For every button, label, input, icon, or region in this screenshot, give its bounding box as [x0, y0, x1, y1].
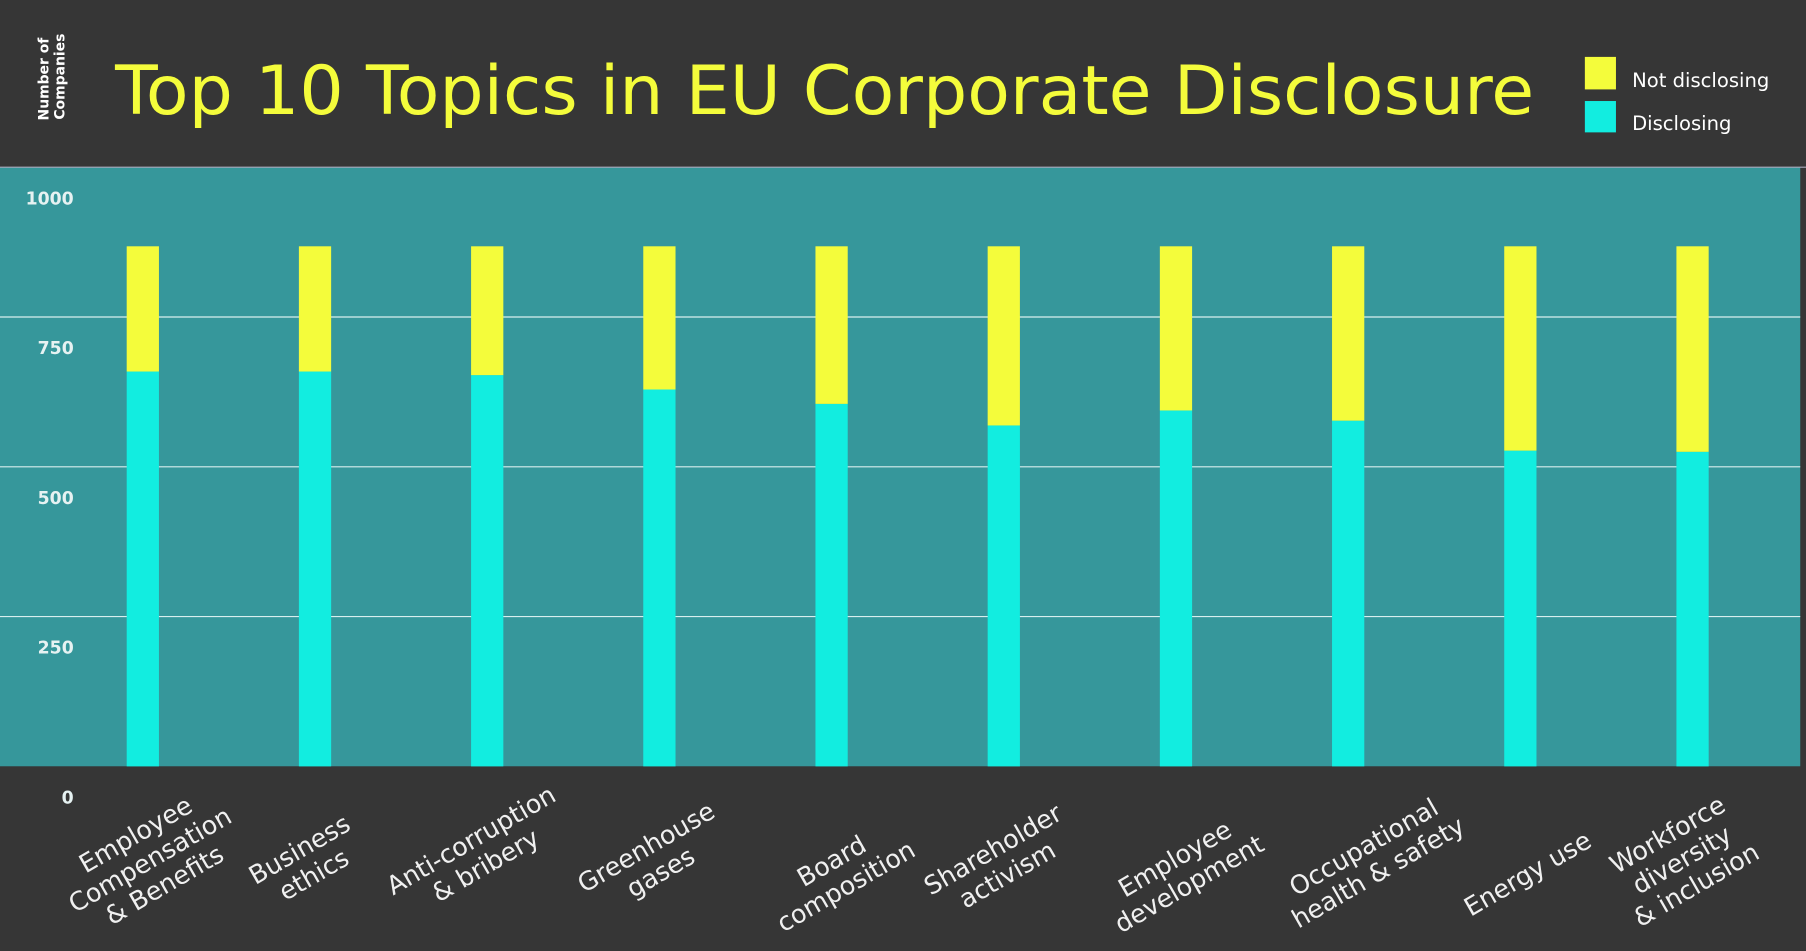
bars	[126, 246, 1709, 767]
y-axis-label: Number of Companies	[36, 33, 68, 121]
bar-not-disclosing	[1332, 246, 1365, 421]
bar-disclosing	[126, 371, 159, 767]
footer-background	[0, 766, 1806, 951]
chart-title: Top 10 Topics in EU Corporate Disclosure	[114, 52, 1534, 130]
legend-label-not-disclosing: Not disclosing	[1632, 69, 1769, 92]
y-tick-label: 750	[38, 339, 74, 359]
bar-not-disclosing	[987, 246, 1020, 426]
bar-disclosing	[298, 371, 332, 767]
bar-disclosing	[815, 403, 848, 767]
y-tick-label: 250	[38, 639, 74, 659]
bar-not-disclosing	[1159, 246, 1193, 411]
header-background	[0, 0, 1806, 168]
y-tick-label: 500	[38, 489, 74, 509]
y-axis-label-line: Number of	[36, 37, 52, 121]
bar-disclosing	[1504, 450, 1537, 767]
bar-not-disclosing	[471, 246, 504, 376]
bar-disclosing	[1332, 420, 1365, 767]
bar-not-disclosing	[643, 246, 676, 390]
bar-not-disclosing	[126, 246, 159, 372]
y-tick-label: 0	[62, 788, 74, 808]
bar-disclosing	[1159, 410, 1193, 767]
bar-disclosing	[987, 425, 1020, 767]
y-axis-ticks: 0 250 500 750 1000	[26, 189, 74, 808]
bar-not-disclosing	[1676, 246, 1709, 452]
bar-disclosing	[471, 375, 504, 767]
bar-not-disclosing	[298, 246, 332, 372]
y-tick-label: 1000	[26, 189, 74, 209]
bar-not-disclosing	[1504, 246, 1537, 451]
y-axis-label-line: Companies	[53, 34, 69, 120]
bar-not-disclosing	[815, 246, 848, 404]
legend-label-disclosing: Disclosing	[1632, 112, 1731, 135]
legend-swatch-not-disclosing	[1584, 56, 1616, 90]
bar-disclosing	[1676, 451, 1709, 767]
bar-disclosing	[643, 389, 676, 767]
legend-swatch-disclosing	[1584, 101, 1616, 133]
